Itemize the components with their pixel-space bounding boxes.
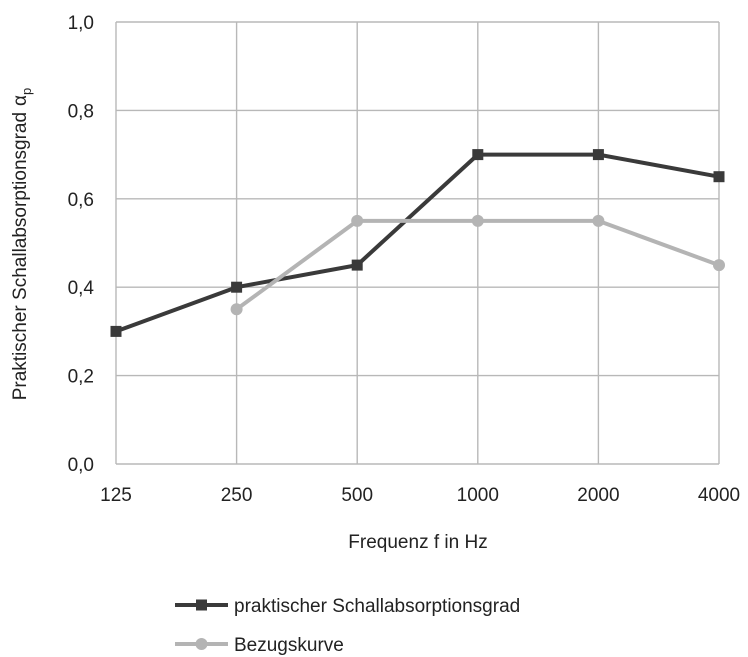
- x-tick-label: 250: [221, 485, 253, 506]
- x-tick-label: 125: [100, 485, 132, 506]
- data-point: [472, 149, 484, 161]
- data-point: [230, 303, 243, 316]
- y-tick-label: 0,4: [68, 278, 95, 299]
- series-1: [230, 214, 725, 316]
- grid: [115, 21, 720, 465]
- data-point: [592, 214, 605, 227]
- legend: praktischer Schallabsorptionsgrad Bezugsk…: [175, 596, 520, 656]
- data-point: [351, 259, 363, 271]
- y-axis-title-symbol: α: [10, 95, 31, 106]
- y-tick-label: 0,0: [68, 455, 94, 476]
- y-axis-title-subscript: p: [19, 88, 34, 95]
- y-tick-label: 0,8: [68, 101, 94, 122]
- legend-item: Bezugskurve: [175, 635, 344, 656]
- legend-label: praktischer Schallabsorptionsgrad: [234, 596, 520, 617]
- tick-labels: 0,0 0,2 0,4 0,6 0,8 1,0 125 250 500 1000 2000 4000: [68, 13, 741, 506]
- x-axis-title: Frequenz f in Hz: [348, 532, 487, 553]
- data-point: [351, 214, 364, 227]
- data-point: [713, 171, 725, 183]
- data-point: [231, 281, 243, 293]
- legend-marker: [196, 599, 207, 611]
- x-tick-label: 4000: [698, 485, 740, 506]
- x-tick-label: 2000: [577, 485, 619, 506]
- data-point: [592, 149, 604, 161]
- y-axis-title: Praktischer Schallabsorptionsgrad αp: [10, 88, 34, 401]
- x-tick-label: 500: [341, 485, 373, 506]
- data-point: [471, 214, 484, 227]
- y-axis-title-text: Praktischer Schallabsorptionsgrad: [10, 112, 31, 400]
- y-tick-label: 0,2: [68, 367, 94, 388]
- legend-marker: [195, 638, 208, 650]
- x-tick-label: 1000: [457, 485, 499, 506]
- y-tick-label: 0,6: [68, 190, 94, 211]
- series-layer: [110, 149, 725, 337]
- series-0: [110, 149, 725, 337]
- data-point: [713, 259, 725, 272]
- legend-label: Bezugskurve: [234, 635, 344, 656]
- data-point: [110, 325, 122, 337]
- series-line: [115, 152, 720, 334]
- legend-item: praktischer Schallabsorptionsgrad: [175, 596, 520, 617]
- y-tick-label: 1,0: [68, 13, 94, 34]
